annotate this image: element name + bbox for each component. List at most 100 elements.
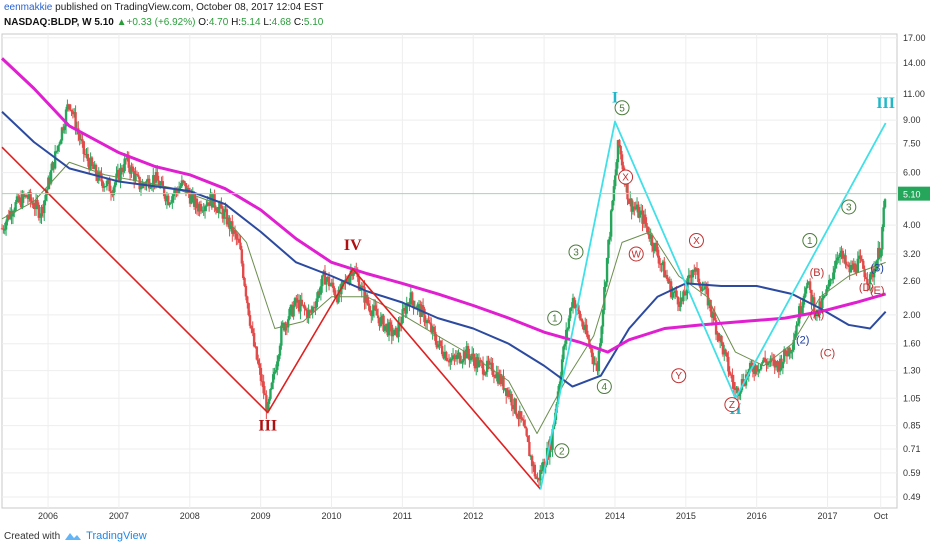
candle-body: [337, 289, 340, 303]
candle-body: [487, 360, 490, 365]
candle-body: [182, 180, 185, 182]
candle-body: [164, 196, 167, 202]
candle-body: [266, 403, 269, 412]
candle-body: [401, 309, 404, 324]
candle-body: [650, 234, 654, 247]
candle-body: [288, 308, 291, 320]
candle-body: [206, 202, 209, 206]
candle-body: [855, 271, 858, 273]
candle-body: [172, 193, 175, 197]
candle-body: [500, 375, 504, 384]
candle-body: [333, 288, 336, 295]
candle-body: [534, 476, 538, 479]
candle-body: [466, 346, 470, 355]
wave-label-circle: [802, 233, 818, 249]
candle-body: [841, 250, 845, 259]
candle-body: [391, 334, 395, 337]
wave-red-line: [1, 146, 542, 490]
candle-body: [116, 169, 120, 174]
candle-body: [252, 332, 256, 347]
x-tick-label: 2012: [463, 511, 483, 521]
candle-body: [723, 349, 726, 355]
candle-body: [58, 144, 61, 146]
tradingview-brand-link[interactable]: TradingView: [86, 530, 147, 542]
y-tick-label: 14.00: [903, 58, 926, 68]
candle-body: [409, 292, 413, 305]
wave-label: (D): [859, 282, 874, 294]
candle-body: [280, 325, 283, 346]
author-link[interactable]: eenmakkie: [4, 2, 53, 13]
candle-body: [477, 360, 481, 368]
candle-body: [34, 199, 38, 210]
candle-body: [326, 276, 329, 280]
candle-body: [710, 311, 714, 318]
candle-body: [183, 181, 186, 184]
candle-body: [693, 270, 696, 272]
candle-body: [549, 439, 553, 450]
candle-body: [558, 384, 561, 392]
candle-body: [348, 276, 351, 283]
candle-body: [579, 318, 583, 321]
candle-body: [633, 206, 636, 208]
candle-body: [653, 242, 656, 252]
candle-body: [481, 362, 485, 375]
candle-body: [188, 193, 192, 204]
wave-label-circle: [554, 443, 570, 459]
candle-body: [631, 206, 635, 212]
x-tick-label: 2006: [38, 511, 58, 521]
candle-body: [262, 381, 265, 394]
candle-body: [601, 309, 605, 327]
candle-body: [56, 145, 60, 152]
candle-body: [757, 369, 760, 372]
candle-body: [161, 181, 165, 188]
candle-body: [329, 284, 332, 287]
candle-body: [59, 140, 62, 145]
candle-body: [686, 278, 689, 294]
change-value: +0.33 (+6.92%): [126, 17, 196, 28]
candle-body: [661, 261, 665, 266]
candle-body: [509, 393, 512, 397]
candle-body: [307, 310, 310, 318]
candle-body: [796, 323, 800, 326]
candle-body: [246, 296, 249, 304]
candle-body: [85, 153, 88, 155]
candle-body: [853, 263, 857, 272]
last-price: 5.10: [94, 17, 114, 28]
candle-body: [697, 268, 700, 283]
candle-body: [274, 369, 278, 372]
candle-body: [53, 151, 57, 169]
x-tick-label: 2010: [321, 511, 341, 521]
candle-body: [703, 286, 707, 290]
candle-body: [680, 297, 684, 302]
wave-label: 1: [552, 314, 558, 325]
candle-body: [11, 212, 15, 217]
candle-body: [800, 307, 804, 314]
candle-body: [368, 305, 372, 313]
candle-body: [22, 193, 26, 197]
candle-body: [248, 315, 252, 326]
candle-body: [445, 352, 448, 361]
candle-body: [581, 320, 584, 327]
candle-body: [562, 346, 565, 360]
candle-body: [863, 268, 866, 278]
candle-body: [585, 324, 588, 335]
ohlc-legend: NASDAQ:BLDP, W 5.10 ▲+0.33 (+6.92%) O:4.…: [4, 17, 323, 28]
wave-cyan-line: [539, 120, 887, 490]
candle-body: [859, 255, 862, 260]
candle-body: [543, 462, 546, 468]
candle-body: [90, 157, 94, 165]
candle-body: [214, 207, 218, 211]
candle-body: [376, 315, 380, 319]
candle-body: [251, 328, 254, 333]
candle-body: [709, 299, 712, 312]
candle-body: [94, 164, 98, 176]
ma-magenta-line: [0, 57, 887, 354]
candle-body: [73, 112, 76, 115]
candle-body: [838, 253, 842, 257]
candle-body: [870, 271, 873, 275]
candle-body: [318, 291, 321, 295]
candle-body: [400, 323, 403, 326]
candle-body: [687, 274, 691, 279]
candle-body: [699, 286, 703, 291]
